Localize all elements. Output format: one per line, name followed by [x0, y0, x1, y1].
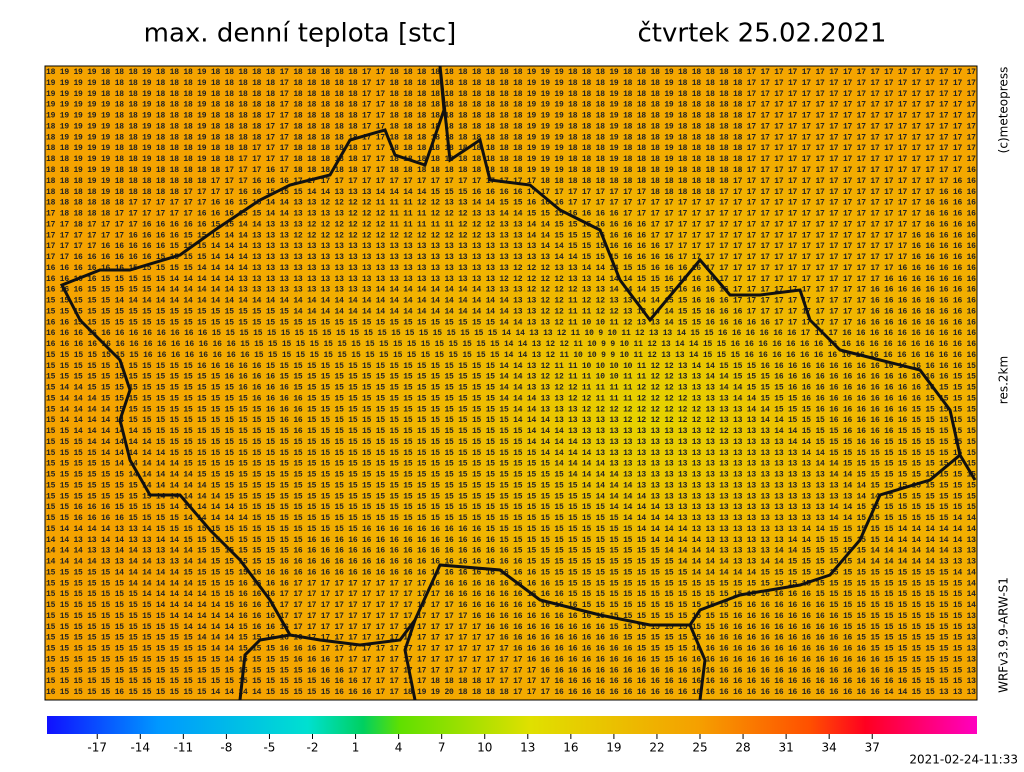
colorbar-label: -2 [307, 741, 319, 755]
grid-row: 17 17 17 17 17 17 16 16 16 16 15 15 15 1… [46, 231, 976, 240]
grid-row: 16 16 16 15 15 15 15 15 14 14 14 14 14 1… [46, 286, 976, 295]
grid-row: 15 15 15 15 15 14 14 14 14 14 15 15 15 1… [46, 460, 976, 469]
grid-row: 15 15 15 15 15 15 15 15 15 15 15 15 14 1… [46, 645, 976, 654]
grid-row: 15 15 15 15 15 15 15 15 14 14 14 14 14 1… [46, 492, 976, 501]
grid-row: 16 15 15 15 15 16 15 15 15 15 15 15 14 1… [46, 688, 976, 697]
grid-row: 15 15 15 15 15 15 15 15 15 15 15 14 14 1… [46, 634, 976, 643]
grid-row: 15 15 16 16 16 15 15 15 15 14 14 14 14 1… [46, 503, 976, 512]
colorbar-label: 31 [778, 741, 793, 755]
grid-row: 15 15 15 15 15 15 14 14 14 14 14 15 15 1… [46, 579, 976, 588]
colorbar-label: 22 [649, 741, 664, 755]
grid-row: 15 15 15 14 14 14 14 14 15 15 15 15 15 1… [46, 438, 976, 447]
colorbar-label: -14 [130, 741, 150, 755]
colorbar-label: 4 [395, 741, 403, 755]
colorbar-label: -17 [87, 741, 107, 755]
grid-row: 19 19 19 19 19 18 18 19 18 18 18 19 18 1… [46, 101, 976, 110]
grid-row: 18 18 18 18 18 18 17 17 17 17 17 17 16 1… [46, 199, 976, 208]
colorbar-label: 37 [865, 741, 880, 755]
grid-row: 18 18 18 18 19 18 18 18 18 18 17 17 17 1… [46, 188, 976, 197]
grid-row: 16 16 16 16 15 15 15 15 15 14 14 14 14 1… [46, 275, 976, 284]
grid-row: 15 14 14 14 14 13 13 14 15 15 15 15 15 1… [46, 525, 976, 534]
date: čtvrtek 25.02.2021 [638, 19, 887, 49]
grid-row: 19 19 19 19 18 18 18 19 18 18 18 19 18 1… [46, 79, 976, 88]
colorbar-label: 16 [563, 741, 578, 755]
grid-row: 16 16 16 16 16 16 16 16 16 16 16 16 16 1… [46, 340, 976, 349]
colorbar [47, 716, 977, 734]
grid-row: 18 18 19 19 19 18 18 19 18 18 18 19 18 1… [46, 155, 976, 164]
colorbar-label: 34 [822, 741, 837, 755]
grid-row: 15 15 15 15 15 15 15 15 15 15 15 16 16 1… [46, 362, 976, 371]
grid-row: 18 19 19 19 19 18 18 19 18 18 18 19 18 1… [46, 122, 976, 131]
grid-row: 15 15 15 15 15 15 15 15 14 14 14 14 14 1… [46, 601, 976, 610]
colorbar-label: -8 [220, 741, 232, 755]
grid-row: 15 14 14 15 15 15 15 15 15 15 15 15 15 1… [46, 384, 976, 393]
timestamp: 2021-02-24-11:33 [909, 753, 1018, 767]
copyright: (c)meteopress [997, 67, 1011, 154]
map-area [44, 65, 978, 701]
colorbar-label: -11 [174, 741, 194, 755]
grid-row: 15 15 15 15 15 15 15 15 15 15 14 14 14 1… [46, 623, 976, 632]
grid-row: 17 17 17 17 16 16 16 16 16 15 15 15 14 1… [46, 242, 976, 251]
title: max. denní teplota [stc] [144, 19, 457, 49]
colorbar-label: 28 [735, 741, 750, 755]
grid-row: 18 18 19 19 19 18 18 19 18 18 18 18 18 1… [46, 166, 976, 175]
model: WRFv3.9.9-ARW-S1 [997, 577, 1011, 693]
grid-row: 15 15 15 15 15 15 15 14 14 14 14 14 15 1… [46, 590, 976, 599]
colorbar-label: 19 [606, 741, 621, 755]
grid-row: 16 16 15 15 15 15 15 15 15 15 15 15 15 1… [46, 318, 976, 327]
grid-row: 16 16 16 16 16 16 15 15 15 15 15 14 14 1… [46, 264, 976, 273]
colorbar-label: -5 [263, 741, 275, 755]
colorbar-label: 7 [438, 741, 446, 755]
colorbar-label: 13 [520, 741, 535, 755]
grid-row: 15 15 15 15 15 15 15 15 15 15 15 15 15 1… [46, 655, 976, 664]
border [238, 454, 977, 700]
grid-row: 15 14 14 14 14 15 15 15 15 15 15 15 15 1… [46, 405, 976, 414]
grid-row: 18 18 19 19 19 18 18 19 18 18 18 19 18 1… [46, 144, 976, 153]
resolution: res.2km [997, 356, 1011, 404]
grid-row: 15 15 15 15 15 15 15 16 16 16 16 16 16 1… [46, 351, 976, 360]
grid-row: 15 15 15 15 14 14 14 14 14 15 15 15 15 1… [46, 449, 976, 458]
grid-row: 17 17 18 17 17 17 17 16 16 16 16 16 15 1… [46, 220, 976, 229]
grid-row: 15 15 15 15 15 15 15 15 15 15 15 15 15 1… [46, 666, 976, 675]
grid-row: 18 19 19 19 19 18 18 19 18 18 18 19 18 1… [46, 133, 976, 142]
colorbar-label: 1 [352, 741, 360, 755]
grid-row: 15 15 15 15 15 15 15 14 14 14 14 14 15 1… [46, 481, 976, 490]
grid-row: 16 16 16 16 16 16 16 16 16 16 16 16 15 1… [46, 329, 976, 338]
grid-row: 15 14 14 14 14 14 15 15 15 15 15 15 15 1… [46, 416, 976, 425]
grid-row: 15 14 14 14 15 15 15 15 15 15 15 15 15 1… [46, 394, 976, 403]
colorbar-label: 10 [477, 741, 492, 755]
grid-row: 14 14 14 13 13 14 14 13 13 14 14 15 15 1… [46, 547, 976, 556]
grid-row: 19 19 19 19 19 18 18 19 18 18 18 19 18 1… [46, 112, 976, 121]
grid-row: 15 15 15 15 15 14 14 14 14 14 15 15 15 1… [46, 568, 976, 577]
grid-row: 15 15 16 16 16 16 15 15 15 15 14 14 14 1… [46, 514, 976, 523]
grid-row: 15 15 15 15 15 15 14 14 14 14 14 15 15 1… [46, 471, 976, 480]
grid-row: 15 15 14 14 14 14 14 15 15 15 15 15 15 1… [46, 427, 976, 436]
grid-row: 14 14 13 13 14 14 13 13 14 14 15 15 15 1… [46, 536, 976, 545]
colorbar-label: 25 [692, 741, 707, 755]
grid-row: 15 15 15 15 15 15 15 15 15 14 14 14 14 1… [46, 612, 976, 621]
grid-row: 15 15 15 15 15 14 14 14 14 14 14 14 14 1… [46, 297, 976, 306]
grid-row: 18 19 19 19 18 18 18 19 18 18 18 19 18 1… [46, 68, 976, 77]
grid-row: 14 14 14 14 13 13 14 14 13 13 14 14 15 1… [46, 558, 976, 567]
grid-row: 15 15 15 15 15 15 15 15 15 15 15 15 15 1… [46, 373, 976, 382]
grid-row: 17 17 16 16 16 16 16 16 15 15 15 15 14 1… [46, 253, 976, 262]
grid-row: 15 15 15 15 15 15 15 15 15 15 15 15 15 1… [46, 307, 976, 316]
grid-row: 15 15 15 15 15 15 15 15 15 15 15 15 15 1… [46, 677, 976, 686]
border [59, 66, 962, 647]
grid-row: 17 18 18 18 18 17 17 17 17 17 17 16 16 1… [46, 210, 976, 219]
grid-row: 19 19 19 19 18 18 18 19 18 18 18 19 18 1… [46, 90, 976, 99]
value-grid: 18 19 19 19 18 18 18 19 18 18 18 19 18 1… [46, 68, 976, 697]
